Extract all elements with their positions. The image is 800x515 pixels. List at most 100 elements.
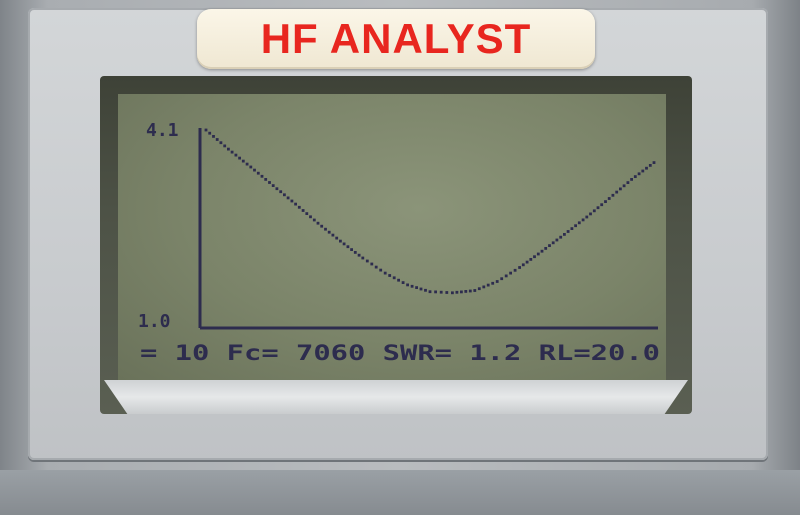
- curve-dot: [309, 215, 312, 219]
- curve-dot: [460, 290, 463, 294]
- curve-dot: [297, 205, 301, 209]
- curve-dot: [383, 271, 387, 275]
- curve-dot: [551, 241, 555, 245]
- curve-dot: [626, 181, 630, 184]
- curve-dot: [648, 164, 652, 167]
- lcd-screen: 4.1 1.0 = 10 Fc= 7060 SWR= 1.2 RL=20.0: [118, 94, 666, 380]
- curve-dot: [253, 168, 256, 172]
- curve-dot: [335, 236, 339, 240]
- curve-dot: [397, 278, 400, 282]
- curve-dot: [353, 251, 357, 254]
- curve-dot: [477, 287, 481, 291]
- curve-dot: [275, 187, 279, 191]
- curve-dot: [536, 252, 540, 256]
- curve-dot: [327, 230, 331, 234]
- curve-dot: [406, 283, 409, 287]
- curve-dot: [473, 289, 477, 292]
- swr-plot: 4.1 1.0 = 10 Fc= 7060 SWR= 1.2 RL=20.0: [138, 120, 660, 365]
- curve-dot: [439, 290, 443, 294]
- curve-dot: [320, 224, 324, 228]
- curve-dot: [392, 276, 396, 280]
- curve-dot: [312, 218, 316, 222]
- curve-dot: [604, 200, 607, 203]
- curve-dot: [204, 128, 208, 132]
- curve-dot: [445, 291, 449, 294]
- curve-dot: [652, 161, 656, 164]
- curve-dot: [566, 230, 570, 233]
- curve-dot: [223, 144, 227, 148]
- curve-dot: [219, 141, 223, 145]
- curve-dot: [619, 187, 622, 191]
- curve-dot: [208, 131, 212, 135]
- curve-dot: [256, 171, 260, 175]
- curve-dot: [234, 153, 238, 157]
- curve-dot: [294, 202, 297, 206]
- curve-dot: [500, 277, 504, 281]
- curve-dot: [622, 184, 626, 188]
- curve-dot: [419, 287, 423, 291]
- curve-dot: [574, 224, 577, 228]
- curve-dot: [615, 190, 619, 194]
- curve-dot: [525, 260, 529, 264]
- device-bottom-edge: [0, 470, 800, 515]
- curve-dot: [464, 290, 468, 293]
- curve-dot: [227, 147, 230, 151]
- curve-dot: [357, 253, 361, 257]
- curve-dot: [331, 233, 335, 237]
- curve-dot: [570, 227, 574, 230]
- curve-dot: [316, 221, 320, 225]
- y-tick-max: 4.1: [146, 120, 179, 141]
- curve-dot: [585, 215, 589, 219]
- curve-dot: [415, 286, 418, 289]
- curve-dot: [212, 135, 215, 138]
- curve-dot: [264, 178, 268, 181]
- curve-dot: [596, 206, 600, 210]
- curve-dot: [401, 281, 405, 284]
- curve-dot: [563, 233, 566, 236]
- curve-dot: [238, 156, 241, 160]
- curve-dot: [544, 247, 548, 250]
- curve-dot: [388, 274, 392, 277]
- curve-dot: [260, 174, 264, 178]
- curve-dot: [365, 259, 369, 263]
- curve-dot: [241, 159, 245, 163]
- brand-label-plate: HF ANALYST: [197, 9, 595, 69]
- curve-dot: [504, 274, 508, 278]
- curve-dot: [424, 288, 427, 292]
- curve-dot: [637, 172, 641, 176]
- curve-dot: [486, 283, 490, 287]
- curve-dot: [370, 262, 374, 266]
- curve-dot: [339, 239, 342, 243]
- curve-dot: [410, 284, 414, 288]
- curve-dot: [600, 203, 604, 207]
- curve-dot: [361, 256, 365, 260]
- curve-dot: [249, 165, 253, 169]
- curve-dot: [555, 238, 559, 242]
- curve-dot: [577, 221, 581, 225]
- curve-dot: [533, 255, 536, 259]
- curve-dot: [283, 193, 286, 197]
- curve-dot: [491, 281, 495, 285]
- curve-dot: [630, 178, 633, 181]
- swr-curve: [204, 128, 656, 295]
- curve-dot: [645, 166, 648, 170]
- curve-dot: [548, 244, 551, 247]
- curve-dot: [305, 212, 309, 215]
- curve-dot: [468, 289, 472, 293]
- curve-dot: [455, 290, 459, 294]
- curve-dot: [509, 271, 512, 275]
- curve-dot: [559, 235, 563, 239]
- curve-dot: [428, 290, 432, 294]
- curve-dot: [268, 181, 271, 184]
- curve-dot: [495, 280, 499, 283]
- curve-dot: [290, 199, 294, 203]
- curve-dot: [607, 197, 611, 200]
- curve-dot: [641, 169, 645, 173]
- curve-dot: [611, 193, 615, 197]
- brand-title: HF ANALYST: [260, 15, 532, 62]
- y-tick-min: 1.0: [138, 311, 171, 332]
- curve-dot: [271, 184, 275, 187]
- curve-dot: [451, 291, 454, 295]
- curve-dot: [540, 249, 544, 253]
- curve-dot: [215, 138, 219, 141]
